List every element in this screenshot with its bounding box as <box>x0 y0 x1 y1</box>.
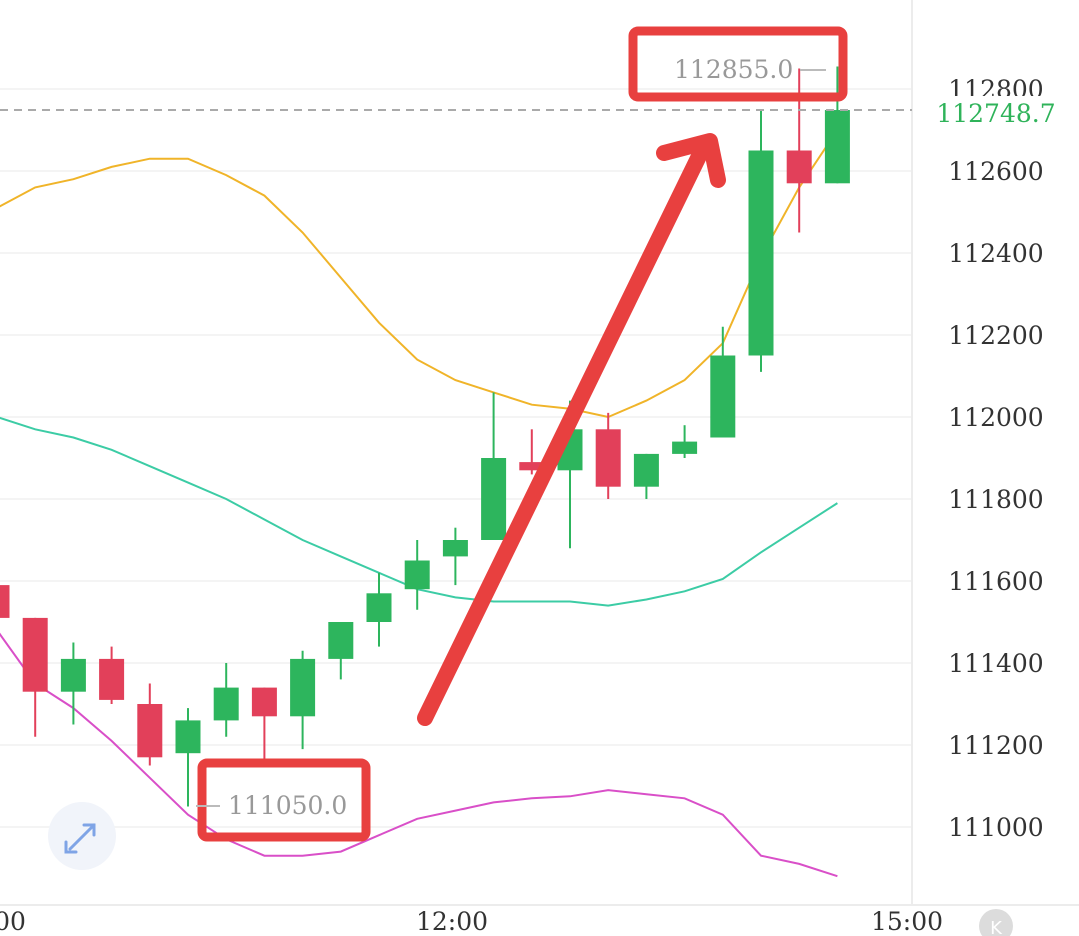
y-tick-label: 112600 <box>948 157 1043 186</box>
indicator-line <box>0 632 838 878</box>
low-annotation-box <box>197 758 371 842</box>
last-price-badge <box>914 96 1079 130</box>
high-annotation: 112855.0 <box>628 26 848 102</box>
y-tick-label: 111400 <box>948 649 1043 678</box>
candle-body <box>404 560 430 590</box>
candle-body <box>786 150 812 184</box>
candle-body <box>99 658 125 700</box>
candle-body <box>633 453 659 487</box>
candle-body <box>442 540 468 557</box>
trend-arrow-head <box>656 133 726 188</box>
indicator-lines <box>0 129 839 878</box>
x-tick-label: 00 <box>0 907 26 936</box>
candle-body <box>519 462 545 471</box>
trend-arrow <box>417 133 726 726</box>
candle-body <box>0 585 10 618</box>
price-axis: 111000 111200 111400 111600 111800 112000 1122… <box>948 75 1043 842</box>
candles <box>0 66 850 807</box>
indicator-line <box>0 129 839 419</box>
low-annotation: 111050.0 <box>196 758 371 842</box>
candle-body <box>137 704 163 758</box>
grid-lines <box>0 88 912 828</box>
candle-body <box>748 150 774 356</box>
expand-icon <box>64 823 96 854</box>
y-tick-label: 111200 <box>948 731 1043 760</box>
y-tick-label: 112400 <box>948 239 1043 268</box>
candle-body <box>213 687 239 721</box>
candle-body <box>824 110 850 184</box>
low-price-label: 111050.0 <box>228 791 347 820</box>
candle-body <box>60 658 86 692</box>
k-icon-glyph: K <box>990 918 1003 936</box>
x-tick-label: 12:00 <box>416 907 488 936</box>
candle-body <box>672 441 698 454</box>
trend-arrow-shaft <box>417 142 710 726</box>
y-tick-label: 112200 <box>948 321 1043 350</box>
candle-body <box>290 658 316 717</box>
candle-body <box>366 593 392 622</box>
x-tick-label: 15:00 <box>871 907 943 936</box>
last-price-label: 112748.7 <box>936 99 1055 128</box>
candle-body <box>175 720 201 754</box>
candle-body <box>481 458 507 540</box>
candle-body <box>22 617 48 692</box>
candle-body <box>251 687 277 717</box>
k-icon[interactable]: K <box>979 909 1013 936</box>
candle-body <box>328 622 354 659</box>
candle-body <box>710 355 736 438</box>
y-tick-label: 111600 <box>948 567 1043 596</box>
high-annotation-box <box>628 26 848 102</box>
expand-button[interactable] <box>48 802 116 870</box>
y-tick-label: 112000 <box>948 403 1043 432</box>
y-tick-label: 111800 <box>948 485 1043 514</box>
high-price-label: 112855.0 <box>674 55 793 84</box>
time-axis: 00 12:00 15:00 <box>0 907 943 936</box>
y-tick-label: 111000 <box>948 813 1043 842</box>
candle-body <box>595 429 621 487</box>
